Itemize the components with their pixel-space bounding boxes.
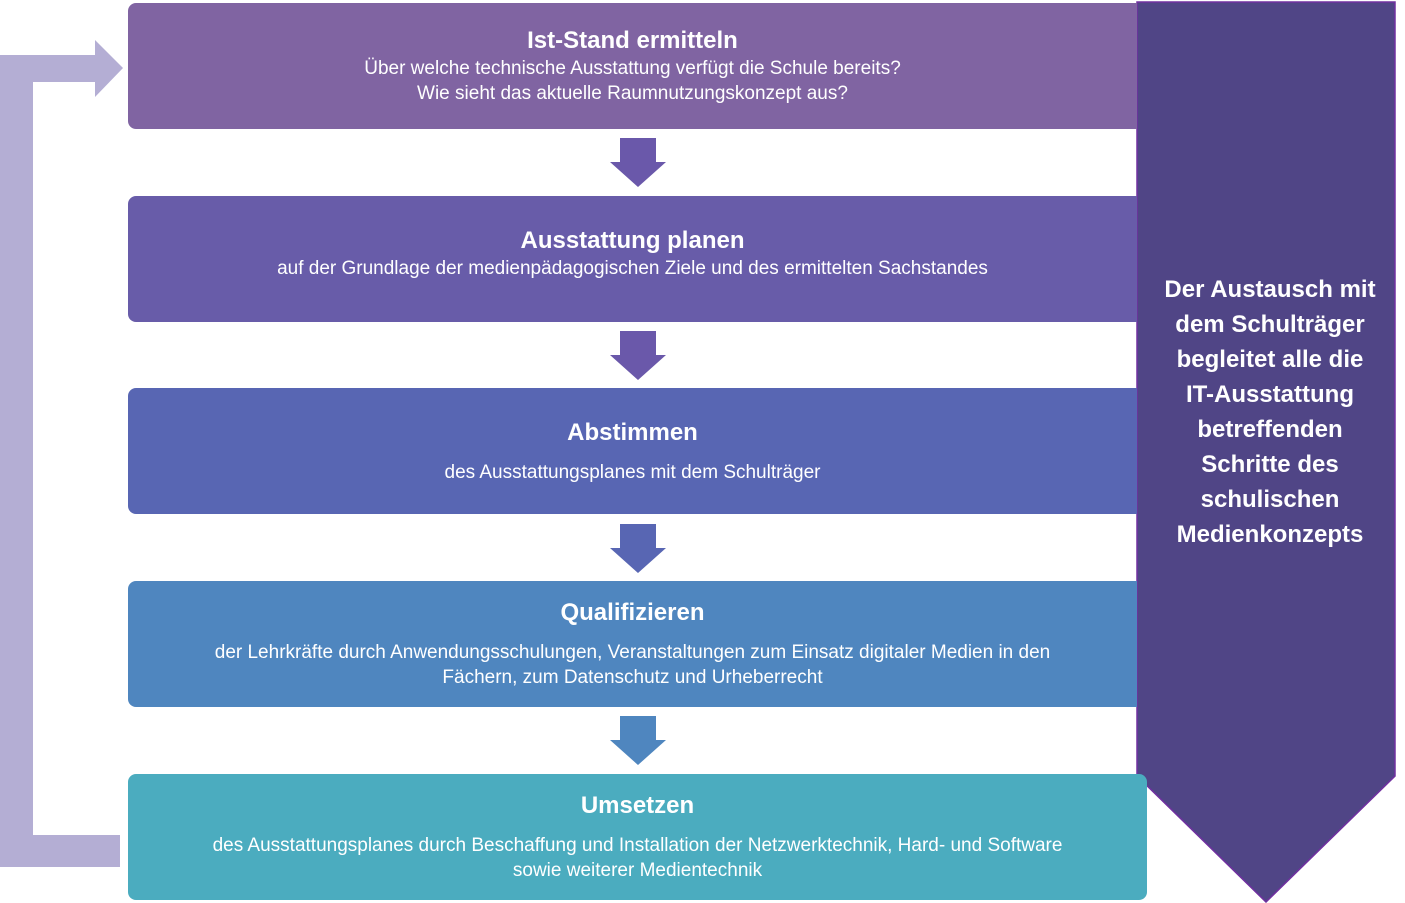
step-title: Ist-Stand ermitteln [527, 27, 738, 54]
step-text: der Lehrkräfte durch Anwendungsschulunge… [214, 642, 1051, 663]
side-text-line: dem Schulträger [1175, 311, 1365, 338]
side-chevron-arrow [1136, 1, 1396, 903]
step-text: Wie sieht das aktuelle Raumnutzungskonze… [417, 83, 848, 104]
step-ist-stand: Ist-Stand ermitteln Über welche technisc… [128, 3, 1137, 129]
down-arrow-2 [610, 331, 666, 380]
side-text-line: begleitet alle die [1176, 346, 1364, 373]
step-abstimmen: Abstimmen des Ausstattungsplanes mit dem… [128, 388, 1137, 514]
down-arrow-4 [610, 716, 666, 765]
step-title: Qualifizieren [560, 599, 705, 626]
step-title: Umsetzen [580, 792, 695, 819]
side-arrow-text: Der Austausch mit dem Schulträger beglei… [1150, 272, 1390, 552]
loop-back-arrow [0, 40, 123, 867]
step-text: des Ausstattungsplanes durch Beschaffung… [212, 835, 1063, 856]
step-qualifizieren: Qualifizieren der Lehrkräfte durch Anwen… [128, 581, 1137, 707]
step-title: Ausstattung planen [520, 226, 745, 254]
step-planen: Ausstattung planen auf der Grundlage der… [128, 196, 1137, 322]
side-text-line: schulischen [1200, 486, 1340, 513]
side-text-line: IT-Ausstattung [1186, 381, 1354, 408]
side-text-line: betreffenden [1197, 416, 1343, 443]
side-text-line: Medienkonzepts [1176, 521, 1364, 548]
down-arrow-3 [610, 524, 666, 573]
step-text: Über welche technische Ausstattung verfü… [364, 58, 901, 79]
step-text: des Ausstattungsplanes mit dem Schulträg… [444, 461, 821, 483]
side-text-line: Der Austausch mit [1164, 276, 1376, 303]
side-text-line: Schritte des [1201, 451, 1339, 478]
step-title: Abstimmen [567, 418, 698, 446]
step-umsetzen: Umsetzen des Ausstattungsplanes durch Be… [128, 774, 1147, 900]
step-text: auf der Grundlage der medienpädagogische… [277, 257, 988, 279]
down-arrow-1 [610, 138, 666, 187]
step-text: Fächern, zum Datenschutz und Urheberrech… [442, 667, 823, 688]
step-text: sowie weiterer Medientechnik [512, 860, 763, 881]
